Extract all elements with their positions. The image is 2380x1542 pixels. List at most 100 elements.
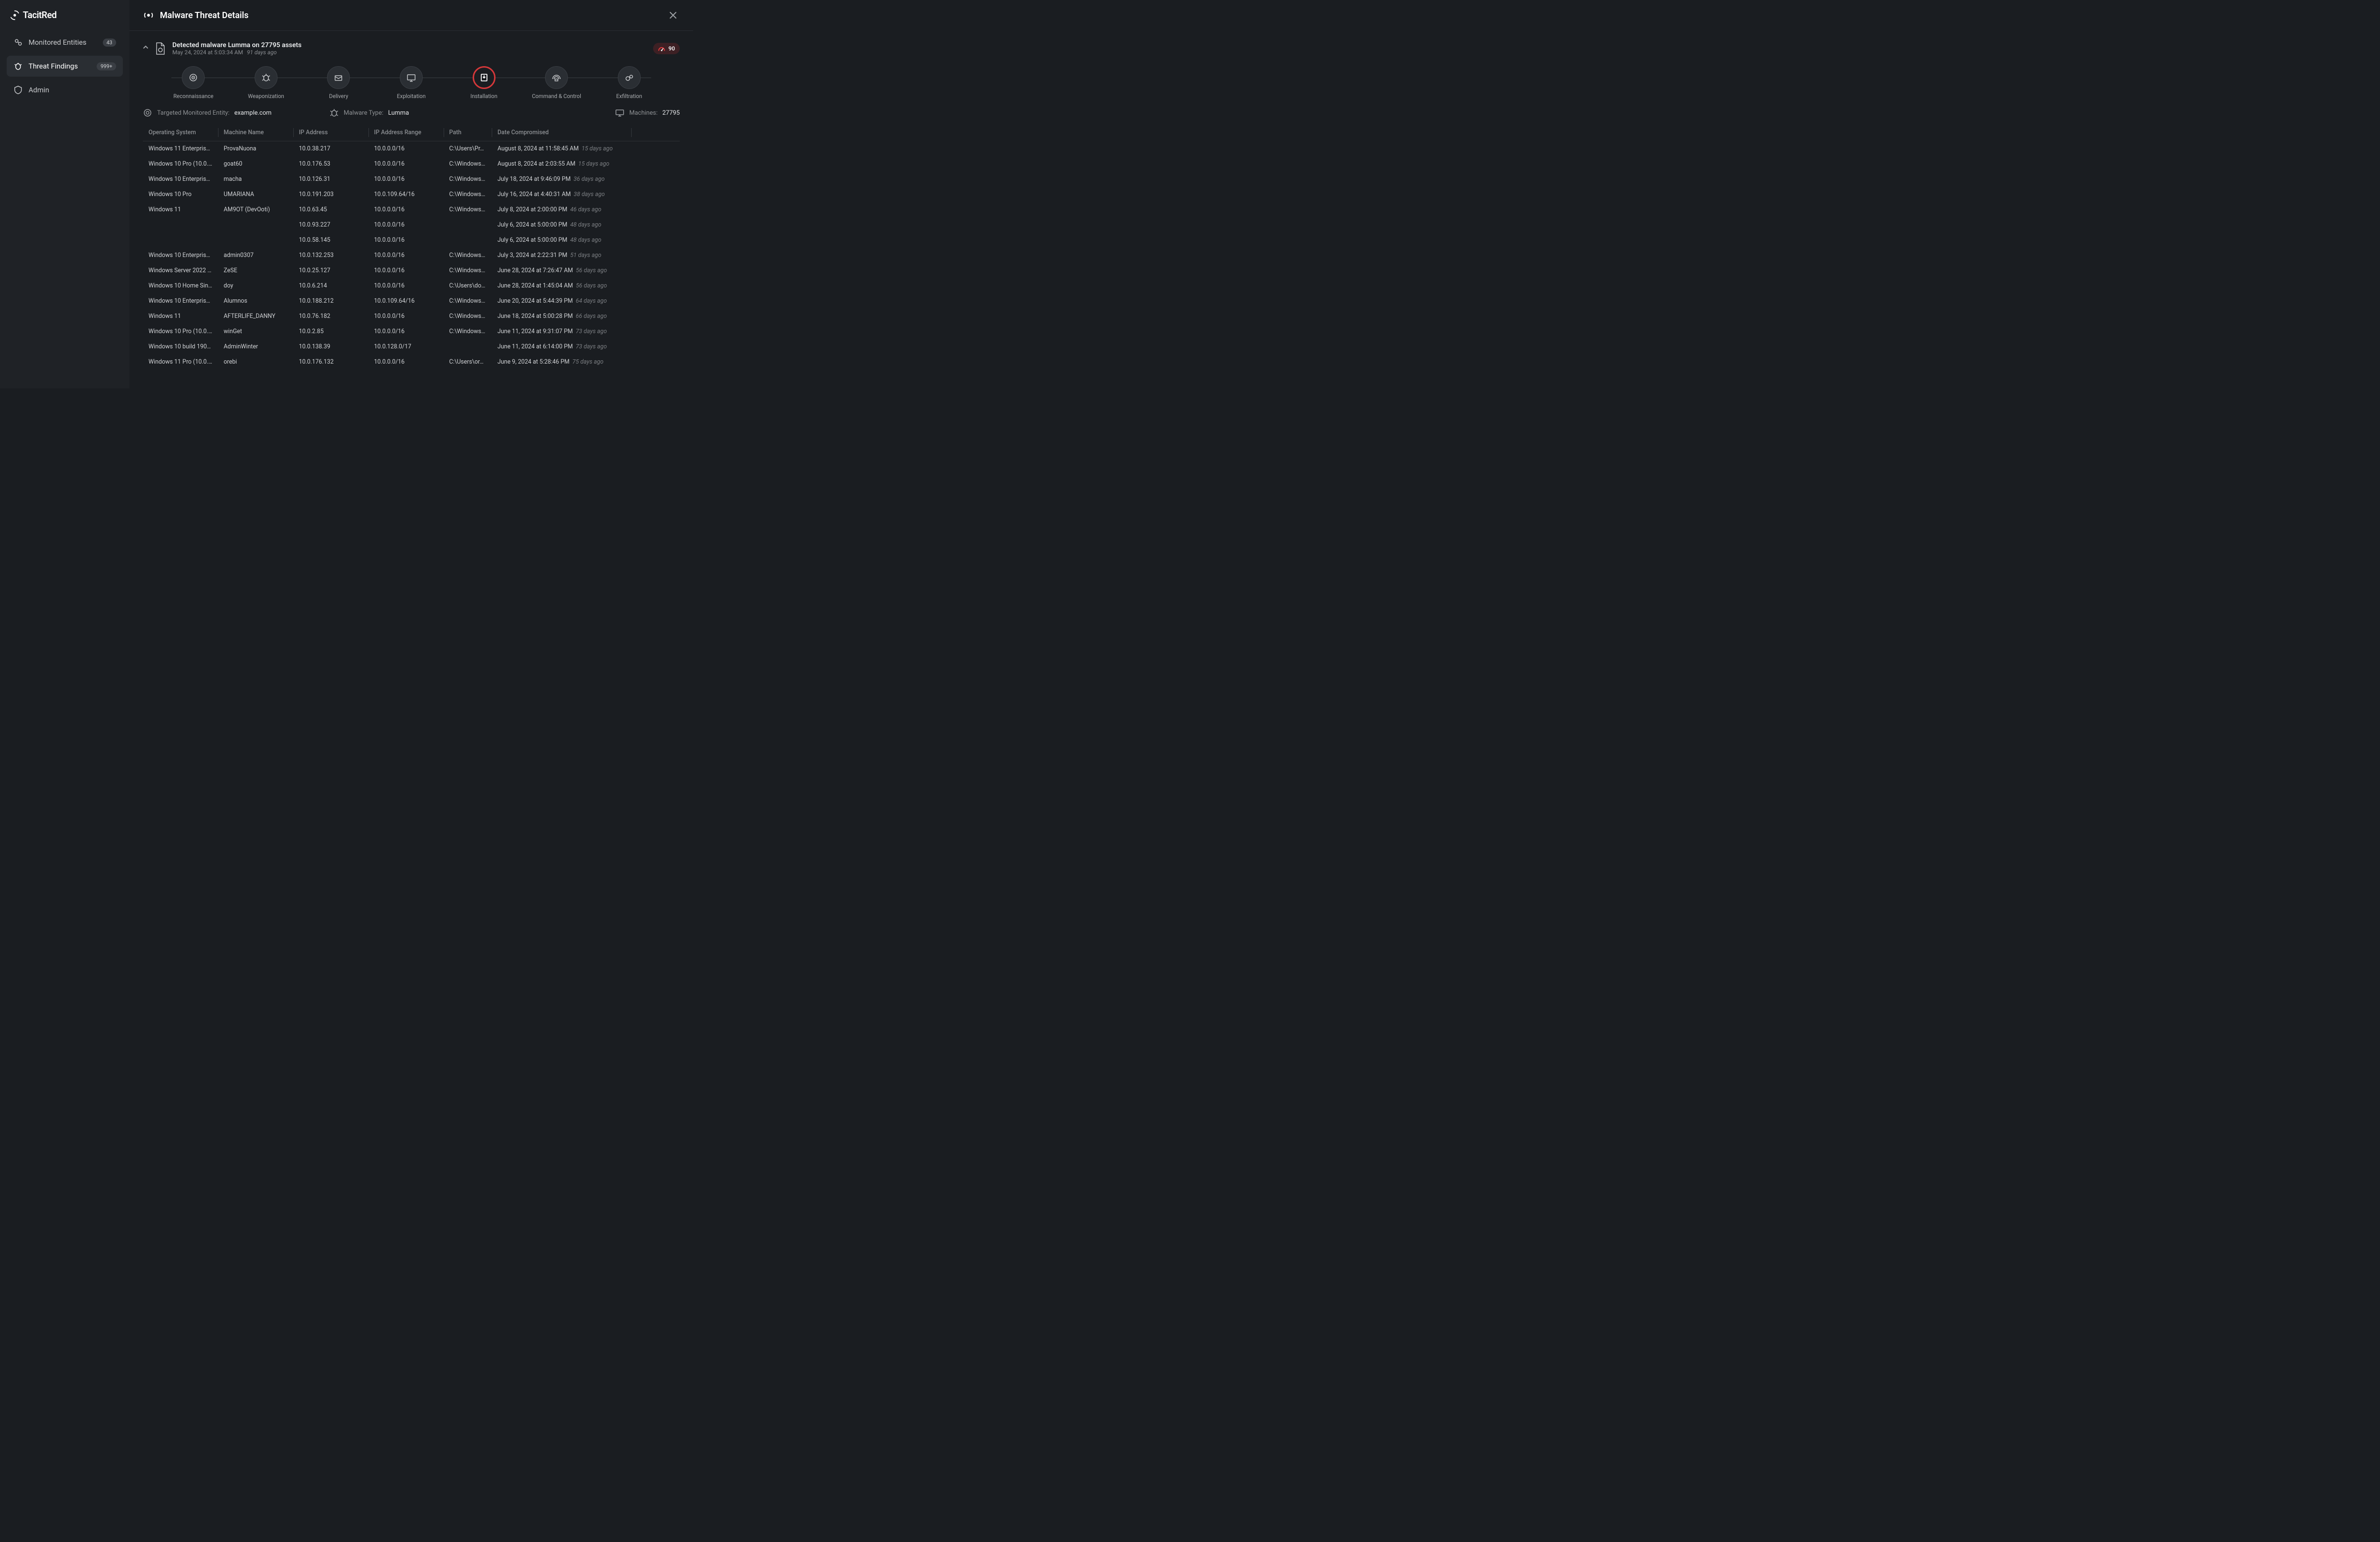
cell-date: August 8, 2024 at 11:58:45 AM15 days ago xyxy=(492,141,631,157)
killchain-step-label: Installation xyxy=(470,93,497,99)
column-header[interactable]: Path xyxy=(444,124,492,141)
cell-date: June 28, 2024 at 1:45:04 AM56 days ago xyxy=(492,278,631,294)
sidebar-item-threat-findings[interactable]: Threat Findings 999+ xyxy=(7,56,123,77)
cell-date: June 28, 2024 at 7:26:47 AM56 days ago xyxy=(492,263,631,278)
meta-row: Targeted Monitored Entity: example.com M… xyxy=(143,108,680,118)
killchain-step-command-control[interactable]: Command & Control xyxy=(520,66,593,99)
cell-ip: 10.0.191.203 xyxy=(293,187,368,202)
cell-ip: 10.0.138.39 xyxy=(293,339,368,355)
detection-headline: Detected malware Lumma on 27795 assets xyxy=(172,41,646,49)
cell-machine: macha xyxy=(218,172,293,187)
table-row[interactable]: Windows 10 build 190… AdminWinter 10.0.1… xyxy=(143,339,680,355)
table-row[interactable]: 10.0.58.145 10.0.0.0/16 July 6, 2024 at … xyxy=(143,233,680,248)
killchain-step-exfiltration[interactable]: Exfiltration xyxy=(593,66,665,99)
sidebar-item-label: Admin xyxy=(29,86,116,94)
table-row[interactable]: Windows 11 AFTERLIFE_DANNY 10.0.76.182 1… xyxy=(143,309,680,324)
cell-path xyxy=(444,339,492,355)
monitor-icon xyxy=(615,108,625,118)
findings-icon xyxy=(13,61,23,71)
cell-path: C:\Windows… xyxy=(444,157,492,172)
cell-range: 10.0.0.0/16 xyxy=(368,157,444,172)
table-row[interactable]: Windows 10 Enterpris… admin0307 10.0.132… xyxy=(143,248,680,263)
cell-range: 10.0.0.0/16 xyxy=(368,309,444,324)
cell-range: 10.0.0.0/16 xyxy=(368,278,444,294)
table-row[interactable]: Windows 11 Enterpris… ProvaNuona 10.0.38… xyxy=(143,141,680,157)
cell-spacer xyxy=(631,339,680,355)
sidebar-item-monitored-entities[interactable]: Monitored Entities 43 xyxy=(7,32,123,53)
cell-path: C:\Windows… xyxy=(444,294,492,309)
sidebar-item-badge: 999+ xyxy=(97,62,116,70)
machines-table: Operating SystemMachine NameIP AddressIP… xyxy=(143,124,680,370)
column-header[interactable]: IP Address Range xyxy=(368,124,444,141)
cell-path: C:\Users\or… xyxy=(444,355,492,370)
cell-os xyxy=(143,233,218,248)
cell-spacer xyxy=(631,157,680,172)
logo-mark-icon xyxy=(10,10,20,20)
cell-date: July 6, 2024 at 5:00:00 PM48 days ago xyxy=(492,217,631,233)
recon-icon xyxy=(182,66,205,89)
cell-os xyxy=(143,217,218,233)
killchain-step-delivery[interactable]: Delivery xyxy=(302,66,375,99)
close-button[interactable] xyxy=(666,9,680,22)
modal-content: Detected malware Lumma on 27795 assets M… xyxy=(129,31,693,388)
cell-range: 10.0.0.0/16 xyxy=(368,172,444,187)
logo[interactable]: TacitRed xyxy=(7,10,123,20)
cell-spacer xyxy=(631,309,680,324)
exploit-icon xyxy=(400,66,423,89)
nav-list: Monitored Entities 43 Threat Findings 99… xyxy=(7,32,123,100)
column-header[interactable]: Operating System xyxy=(143,124,218,141)
cell-ip: 10.0.2.85 xyxy=(293,324,368,339)
cell-date: June 9, 2024 at 5:28:46 PM75 days ago xyxy=(492,355,631,370)
table-row[interactable]: Windows 10 Pro UMARIANA 10.0.191.203 10.… xyxy=(143,187,680,202)
killchain-step-reconnaissance[interactable]: Reconnaissance xyxy=(157,66,230,99)
table-row[interactable]: Windows Server 2022 … ZeSE 10.0.25.127 1… xyxy=(143,263,680,278)
column-header[interactable]: Machine Name xyxy=(218,124,293,141)
entities-icon xyxy=(13,38,23,47)
detection-timestamp: May 24, 2024 at 5:03:34 AM xyxy=(172,49,243,56)
cell-spacer xyxy=(631,248,680,263)
table-row[interactable]: Windows 10 Home Sin… doy 10.0.6.214 10.0… xyxy=(143,278,680,294)
cell-machine: AdminWinter xyxy=(218,339,293,355)
cell-ip: 10.0.176.53 xyxy=(293,157,368,172)
meta-entity: Targeted Monitored Entity: example.com xyxy=(143,108,307,118)
cell-range: 10.0.0.0/16 xyxy=(368,233,444,248)
table-row[interactable]: Windows 10 Enterpris… macha 10.0.126.31 … xyxy=(143,172,680,187)
weapon-icon xyxy=(255,66,278,89)
logo-text: TacitRed xyxy=(23,10,57,20)
cell-spacer xyxy=(631,324,680,339)
killchain-step-exploitation[interactable]: Exploitation xyxy=(375,66,448,99)
cell-os: Windows 10 build 190… xyxy=(143,339,218,355)
killchain-step-installation[interactable]: Installation xyxy=(447,66,520,99)
cell-machine: doy xyxy=(218,278,293,294)
cell-date: June 11, 2024 at 6:14:00 PM73 days ago xyxy=(492,339,631,355)
cell-range: 10.0.128.0/17 xyxy=(368,339,444,355)
risk-badge: 90 xyxy=(653,43,680,54)
cell-machine: winGet xyxy=(218,324,293,339)
table-row[interactable]: 10.0.93.227 10.0.0.0/16 July 6, 2024 at … xyxy=(143,217,680,233)
cell-ip: 10.0.126.31 xyxy=(293,172,368,187)
table-row[interactable]: Windows 10 Pro (10.0.… goat60 10.0.176.5… xyxy=(143,157,680,172)
table-row[interactable]: Windows 10 Pro (10.0.… winGet 10.0.2.85 … xyxy=(143,324,680,339)
modal-title: Malware Threat Details xyxy=(160,10,248,20)
column-header[interactable]: IP Address xyxy=(293,124,368,141)
table-row[interactable]: Windows 11 Pro (10.0.… orebi 10.0.176.13… xyxy=(143,355,680,370)
sidebar-item-admin[interactable]: Admin xyxy=(7,79,123,100)
cell-ip: 10.0.93.227 xyxy=(293,217,368,233)
install-icon xyxy=(473,66,496,89)
killchain-step-weaponization[interactable]: Weaponization xyxy=(230,66,303,99)
cell-spacer xyxy=(631,294,680,309)
meta-type-label: Malware Type: xyxy=(344,109,383,117)
cell-machine: orebi xyxy=(218,355,293,370)
meta-entity-value: example.com xyxy=(234,109,271,117)
cell-path: C:\Windows… xyxy=(444,172,492,187)
table-row[interactable]: Windows 11 AM9OT (DevOoti) 10.0.63.45 10… xyxy=(143,202,680,217)
cell-range: 10.0.0.0/16 xyxy=(368,141,444,157)
column-header[interactable]: Date Compromised xyxy=(492,124,631,141)
cell-date: July 6, 2024 at 5:00:00 PM48 days ago xyxy=(492,233,631,248)
cell-ip: 10.0.6.214 xyxy=(293,278,368,294)
cell-os: Windows 10 Enterpris… xyxy=(143,248,218,263)
collapse-chevron-icon[interactable] xyxy=(143,46,149,51)
cell-os: Windows 11 Pro (10.0.… xyxy=(143,355,218,370)
table-row[interactable]: Windows 10 Enterpris… Alumnos 10.0.188.2… xyxy=(143,294,680,309)
meta-type-value: Lumma xyxy=(388,109,409,117)
